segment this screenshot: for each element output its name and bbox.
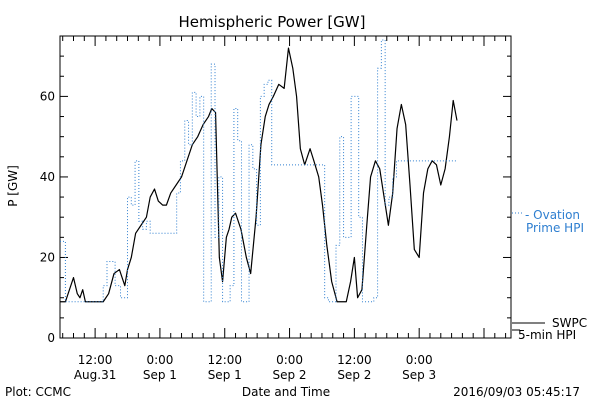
x-tick-label-time: 12:00 bbox=[337, 353, 372, 367]
y-tick-labels: 0 20 40 60 bbox=[40, 89, 55, 345]
y-tick-label: 40 bbox=[40, 170, 55, 184]
y-tick-label: 0 bbox=[47, 331, 55, 345]
x-tick-label-time: 0:00 bbox=[276, 353, 303, 367]
axis-ticks bbox=[60, 35, 511, 339]
y-tick-label: 60 bbox=[40, 89, 55, 103]
x-tick-label-date: Sep 3 bbox=[402, 368, 436, 382]
x-tick-label-time: 0:00 bbox=[146, 353, 173, 367]
x-tick-label-date: Sep 2 bbox=[337, 368, 371, 382]
chart-title: Hemispheric Power [GW] bbox=[179, 13, 366, 31]
series-layer bbox=[60, 39, 458, 303]
x-tick-label-time: 12:00 bbox=[78, 353, 113, 367]
x-axis-label: Date and Time bbox=[242, 385, 330, 399]
x-tick-label-date: Aug.31 bbox=[74, 368, 117, 382]
legend-swpc-label-2: 5-min HPI bbox=[518, 328, 576, 342]
swpc-hpi-series-line bbox=[60, 47, 458, 303]
x-tick-label-time: 0:00 bbox=[406, 353, 433, 367]
x-tick-label-date: Sep 1 bbox=[143, 368, 177, 382]
footer-timestamp: 2016/09/03 05:45:17 bbox=[453, 385, 580, 399]
legend-ovation-label-1: - Ovation bbox=[525, 208, 580, 222]
x-tick-label-date: Sep 2 bbox=[273, 368, 307, 382]
plot-area-frame bbox=[59, 35, 512, 339]
legend-ovation-label-2: Prime HPI bbox=[526, 221, 584, 235]
ovation-prime-series-line bbox=[60, 39, 457, 303]
x-tick-label-date: Sep 1 bbox=[208, 368, 242, 382]
legend-swpc-label-1: SWPC bbox=[552, 316, 587, 330]
y-axis-label: P [GW] bbox=[6, 165, 20, 207]
y-tick-label: 20 bbox=[40, 250, 55, 264]
footer-credit: Plot: CCMC bbox=[5, 385, 71, 399]
x-tick-label-time: 12:00 bbox=[207, 353, 242, 367]
